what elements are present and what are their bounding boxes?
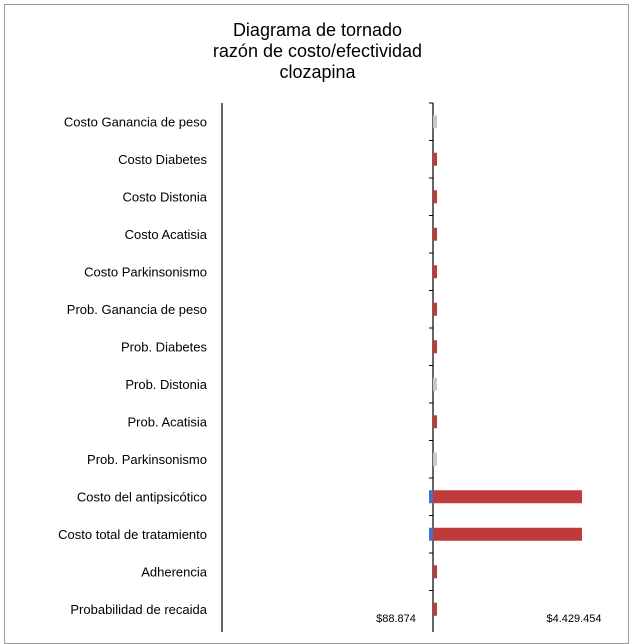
tornado-bar bbox=[433, 340, 437, 354]
tornado-bar bbox=[433, 302, 437, 316]
tornado-bar bbox=[433, 152, 437, 166]
category-label: Costo Acatisia bbox=[125, 227, 208, 242]
tornado-bar bbox=[433, 490, 582, 504]
tornado-bar bbox=[433, 565, 437, 579]
tornado-bar bbox=[429, 490, 433, 504]
chart-title: Diagrama de tornado razón de costo/efect… bbox=[0, 20, 635, 83]
chart-title-line-3: clozapina bbox=[279, 62, 356, 82]
category-label: Prob. Diabetes bbox=[121, 339, 207, 354]
tornado-bar bbox=[429, 527, 433, 541]
tornado-bar bbox=[433, 190, 437, 204]
category-label: Costo Parkinsonismo bbox=[84, 264, 207, 279]
category-label: Costo Diabetes bbox=[118, 152, 207, 167]
tornado-bar bbox=[433, 377, 437, 391]
chart-title-line-2: razón de costo/efectividad bbox=[212, 41, 423, 61]
category-label: Adherencia bbox=[141, 564, 208, 579]
chart-title-line-1: Diagrama de tornado bbox=[232, 20, 403, 40]
category-label: Costo Ganancia de peso bbox=[64, 114, 207, 129]
category-label: Prob. Parkinsonismo bbox=[87, 452, 207, 467]
category-label: Prob. Ganancia de peso bbox=[67, 302, 207, 317]
tornado-bar bbox=[433, 415, 437, 429]
tornado-bar bbox=[433, 602, 437, 616]
category-label: Prob. Acatisia bbox=[128, 414, 208, 429]
category-label: Probabilidad de recaida bbox=[70, 602, 207, 617]
tornado-bar bbox=[433, 227, 437, 241]
tornado-bar bbox=[433, 265, 437, 279]
category-label: Costo total de tratamiento bbox=[58, 527, 207, 542]
tornado-bar bbox=[433, 527, 582, 541]
x-tick-label: $88.874 bbox=[376, 613, 416, 625]
tornado-bar bbox=[433, 452, 437, 466]
chart-marks: Costo Ganancia de peso Costo Diabetes Cost… bbox=[58, 102, 602, 632]
x-tick-label: $4.429.454 bbox=[546, 613, 601, 625]
tornado-bar bbox=[433, 115, 437, 129]
category-label: Prob. Distonia bbox=[125, 377, 207, 392]
category-label: Costo Distonia bbox=[122, 189, 207, 204]
category-label: Costo del antipsicótico bbox=[77, 489, 207, 504]
